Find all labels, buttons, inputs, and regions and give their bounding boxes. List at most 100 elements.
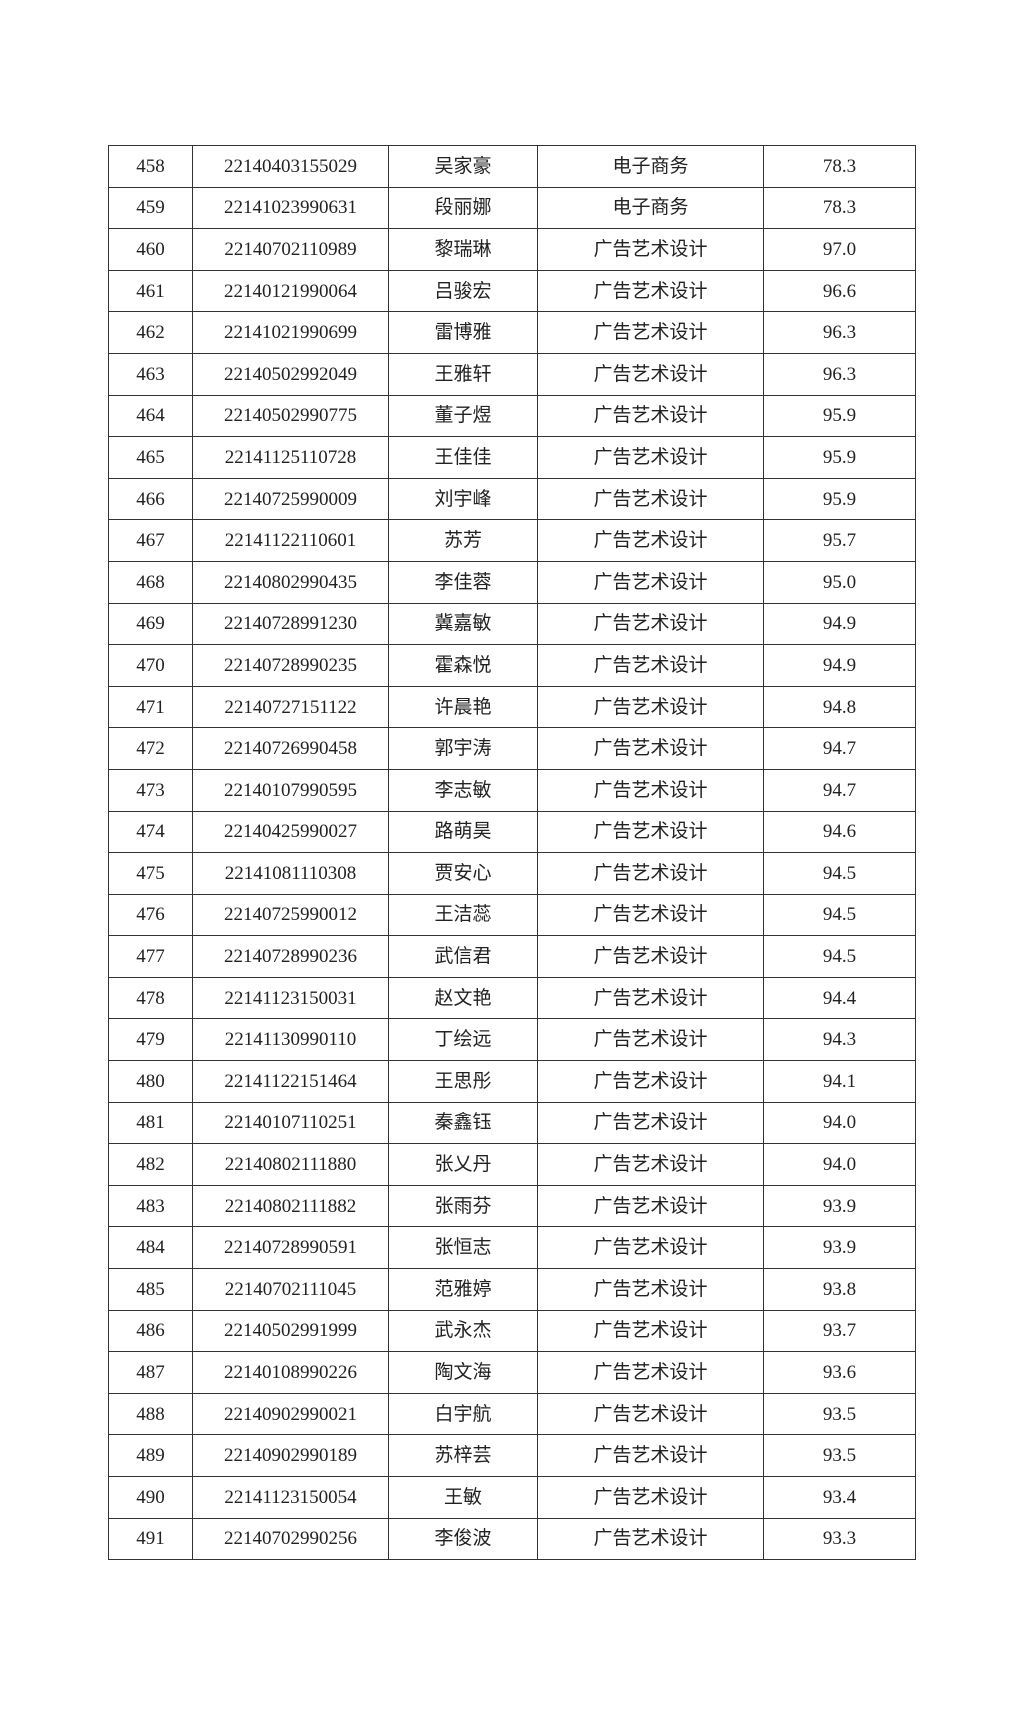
name-cell: 王雅轩 <box>388 352 538 396</box>
name-cell: 范雅婷 <box>388 1268 538 1311</box>
name-cell: 白宇航 <box>388 1392 538 1436</box>
table-row: 484 22140728990591 张恒志 广告艺术设计 93.9 <box>108 1226 916 1270</box>
exam-id-cell: 22140702990256 <box>192 1517 389 1561</box>
name-cell: 武永杰 <box>388 1309 538 1353</box>
score-cell: 94.8 <box>763 685 916 729</box>
table-row: 488 22140902990021 白宇航 广告艺术设计 93.5 <box>108 1392 916 1436</box>
exam-id-cell: 22140728990236 <box>192 935 389 978</box>
major-cell: 广告艺术设计 <box>537 1517 764 1561</box>
major-cell: 广告艺术设计 <box>537 644 764 687</box>
name-cell: 黎瑞琳 <box>388 228 538 271</box>
exam-id-cell: 22140727151122 <box>192 685 389 729</box>
name-cell: 陶文海 <box>388 1351 538 1394</box>
name-cell: 苏芳 <box>388 519 538 562</box>
major-cell: 电子商务 <box>537 145 764 188</box>
name-cell: 丁绘远 <box>388 1018 538 1062</box>
table-row: 478 22141123150031 赵文艳 广告艺术设计 94.4 <box>108 976 916 1020</box>
major-cell: 广告艺术设计 <box>537 1476 764 1519</box>
major-cell: 广告艺术设计 <box>537 269 764 313</box>
table-row: 485 22140702111045 范雅婷 广告艺术设计 93.8 <box>108 1268 916 1311</box>
rank-cell: 477 <box>108 935 193 978</box>
score-cell: 94.9 <box>763 602 916 646</box>
rank-cell: 491 <box>108 1517 193 1561</box>
exam-id-cell: 22140502992049 <box>192 352 389 396</box>
major-cell: 广告艺术设计 <box>537 560 764 604</box>
major-cell: 广告艺术设计 <box>537 436 764 479</box>
name-cell: 赵文艳 <box>388 976 538 1020</box>
score-cell: 93.9 <box>763 1184 916 1228</box>
score-cell: 94.3 <box>763 1018 916 1062</box>
exam-id-cell: 22141021990699 <box>192 311 389 354</box>
exam-id-cell: 22140403155029 <box>192 145 389 188</box>
name-cell: 李志敏 <box>388 768 538 812</box>
major-cell: 广告艺术设计 <box>537 311 764 354</box>
major-cell: 广告艺术设计 <box>537 1392 764 1436</box>
score-cell: 96.3 <box>763 352 916 396</box>
major-cell: 广告艺术设计 <box>537 477 764 521</box>
rank-cell: 474 <box>108 810 193 854</box>
name-cell: 霍森悦 <box>388 644 538 687</box>
name-cell: 吕骏宏 <box>388 269 538 313</box>
rank-cell: 464 <box>108 394 193 438</box>
rank-cell: 485 <box>108 1268 193 1311</box>
major-cell: 广告艺术设计 <box>537 1434 764 1477</box>
table-row: 476 22140725990012 王洁蕊 广告艺术设计 94.5 <box>108 893 916 937</box>
exam-id-cell: 22140107990595 <box>192 768 389 812</box>
exam-id-cell: 22140121990064 <box>192 269 389 313</box>
score-cell: 94.0 <box>763 1101 916 1145</box>
major-cell: 广告艺术设计 <box>537 1351 764 1394</box>
score-cell: 97.0 <box>763 228 916 271</box>
rank-cell: 462 <box>108 311 193 354</box>
exam-id-cell: 22140425990027 <box>192 810 389 854</box>
major-cell: 广告艺术设计 <box>537 519 764 562</box>
score-cell: 95.9 <box>763 394 916 438</box>
exam-id-cell: 22141123150054 <box>192 1476 389 1519</box>
score-cell: 96.6 <box>763 269 916 313</box>
rank-cell: 488 <box>108 1392 193 1436</box>
exam-id-cell: 22140108990226 <box>192 1351 389 1394</box>
rank-cell: 471 <box>108 685 193 729</box>
rank-cell: 482 <box>108 1143 193 1186</box>
exam-id-cell: 22141130990110 <box>192 1018 389 1062</box>
table-row: 483 22140802111882 张雨芬 广告艺术设计 93.9 <box>108 1184 916 1228</box>
rank-cell: 476 <box>108 893 193 937</box>
name-cell: 秦鑫钰 <box>388 1101 538 1145</box>
table-row: 460 22140702110989 黎瑞琳 广告艺术设计 97.0 <box>108 228 916 271</box>
major-cell: 广告艺术设计 <box>537 727 764 770</box>
major-cell: 广告艺术设计 <box>537 1309 764 1353</box>
score-cell: 94.7 <box>763 768 916 812</box>
table-row: 474 22140425990027 路萌昊 广告艺术设计 94.6 <box>108 810 916 854</box>
major-cell: 广告艺术设计 <box>537 810 764 854</box>
major-cell: 广告艺术设计 <box>537 228 764 271</box>
rank-cell: 461 <box>108 269 193 313</box>
score-table: 458 22140403155029 吴家豪 电子商务 78.3 459 221410239… <box>108 145 916 1561</box>
score-cell: 94.5 <box>763 852 916 895</box>
table-row: 468 22140802990435 李佳蓉 广告艺术设计 95.0 <box>108 560 916 604</box>
score-cell: 93.9 <box>763 1226 916 1270</box>
rank-cell: 470 <box>108 644 193 687</box>
table-row: 461 22140121990064 吕骏宏 广告艺术设计 96.6 <box>108 269 916 313</box>
table-row: 465 22141125110728 王佳佳 广告艺术设计 95.9 <box>108 436 916 479</box>
exam-id-cell: 22140802111882 <box>192 1184 389 1228</box>
name-cell: 吴家豪 <box>388 145 538 188</box>
table-row: 470 22140728990235 霍森悦 广告艺术设计 94.9 <box>108 644 916 687</box>
rank-cell: 475 <box>108 852 193 895</box>
exam-id-cell: 22140725990009 <box>192 477 389 521</box>
rank-cell: 490 <box>108 1476 193 1519</box>
score-cell: 78.3 <box>763 186 916 230</box>
score-cell: 93.7 <box>763 1309 916 1353</box>
exam-id-cell: 22140902990189 <box>192 1434 389 1477</box>
exam-id-cell: 22141125110728 <box>192 436 389 479</box>
major-cell: 广告艺术设计 <box>537 935 764 978</box>
exam-id-cell: 22140728991230 <box>192 602 389 646</box>
rank-cell: 463 <box>108 352 193 396</box>
score-table-body: 458 22140403155029 吴家豪 电子商务 78.3 459 221410239… <box>108 145 916 1561</box>
rank-cell: 468 <box>108 560 193 604</box>
score-cell: 95.7 <box>763 519 916 562</box>
major-cell: 广告艺术设计 <box>537 1184 764 1228</box>
score-cell: 94.7 <box>763 727 916 770</box>
table-row: 466 22140725990009 刘宇峰 广告艺术设计 95.9 <box>108 477 916 521</box>
name-cell: 冀嘉敏 <box>388 602 538 646</box>
name-cell: 王佳佳 <box>388 436 538 479</box>
name-cell: 张雨芬 <box>388 1184 538 1228</box>
